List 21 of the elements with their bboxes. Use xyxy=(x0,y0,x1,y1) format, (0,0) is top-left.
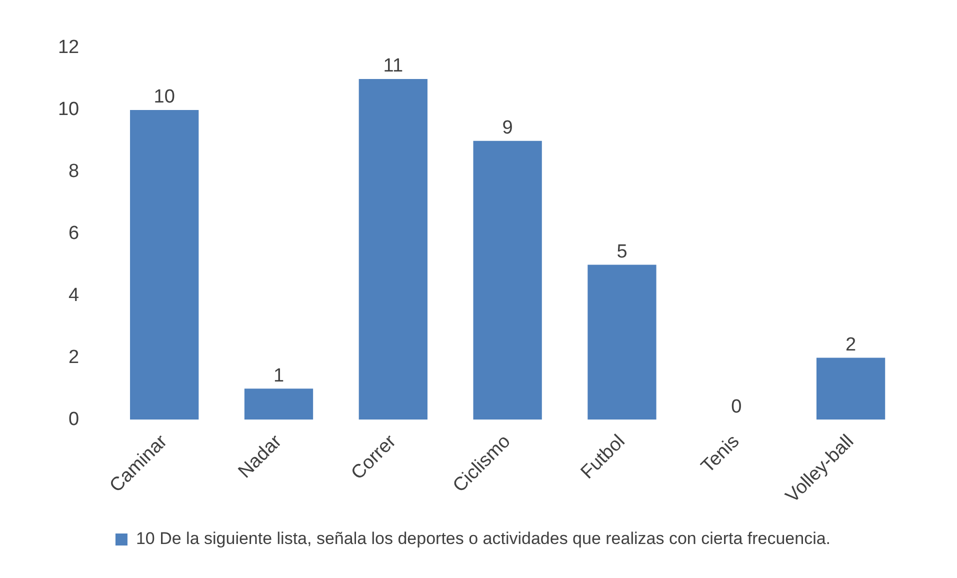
y-tick-label: 6 xyxy=(68,223,80,244)
y-tick-label: 12 xyxy=(58,37,80,58)
bar xyxy=(130,110,199,420)
bar xyxy=(244,388,314,420)
data-label: 2 xyxy=(846,334,856,356)
y-tick-label: 10 xyxy=(58,99,80,120)
data-label: 10 xyxy=(154,86,175,108)
bar xyxy=(473,140,542,420)
data-label: 11 xyxy=(383,56,404,77)
y-tick-label: 4 xyxy=(68,284,80,306)
y-tick-label: 2 xyxy=(68,346,80,368)
y-tick-label: 0 xyxy=(68,408,80,430)
data-label: 5 xyxy=(616,242,628,263)
data-label: 0 xyxy=(731,396,742,418)
bar xyxy=(358,78,428,420)
legend-label: 10 De la siguiente lista, señala los deportes o actividades que realizas con cierta frecuencia. xyxy=(136,529,831,548)
data-label: 1 xyxy=(273,365,284,386)
y-tick-label: 8 xyxy=(68,161,80,182)
bar xyxy=(588,264,656,420)
data-label: 9 xyxy=(502,118,513,139)
bar xyxy=(816,358,886,420)
